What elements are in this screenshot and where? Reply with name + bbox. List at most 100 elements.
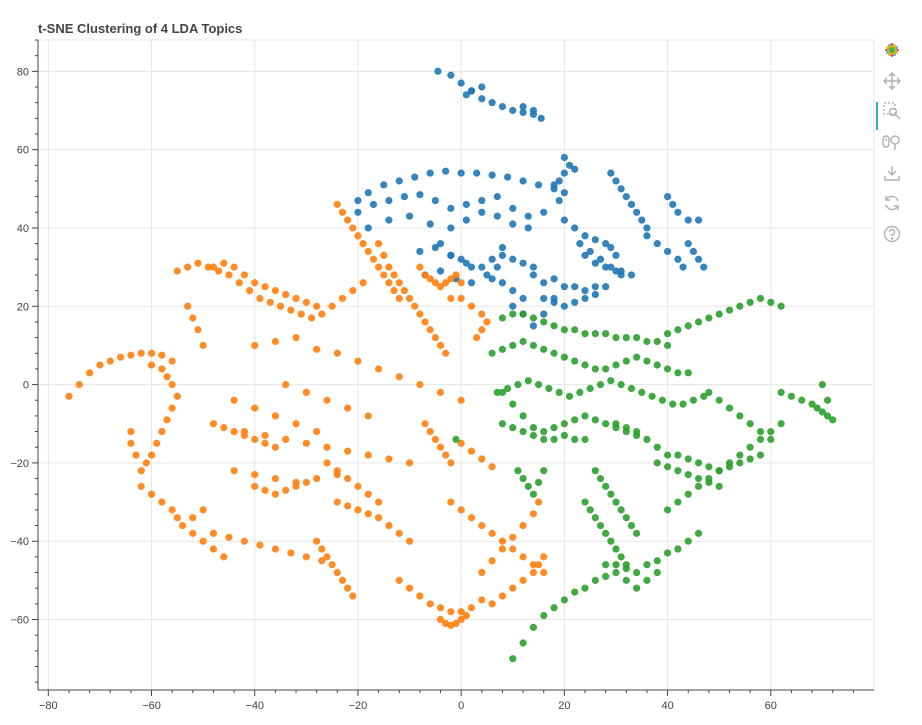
scatter-point [529,490,538,498]
scatter-point [488,255,496,263]
scatter-point [478,208,486,216]
scatter-point [127,351,135,359]
scatter-point [385,521,393,530]
scatter-point [416,263,424,271]
scatter-point [127,439,135,447]
scatter-point [581,330,589,338]
scatter-point [462,216,470,224]
scatter-point [333,349,341,357]
scatter-point [602,330,610,338]
scatter-point [282,380,290,389]
scatter-point [488,275,496,283]
scatter-point [565,392,574,400]
scatter-point [736,302,744,310]
scatter-point [653,568,661,577]
scatter-point [498,545,507,553]
scatter-point [756,294,765,303]
scatter-point [529,568,538,577]
scatter-point [395,279,403,287]
scatter-point [467,604,476,612]
scatter-point [318,545,326,553]
scatter-point [617,271,625,279]
scatter-point [426,427,434,436]
scatter-point [313,302,321,310]
scatter-point [509,287,517,295]
scatter-point [75,380,83,389]
scatter-point [106,357,114,365]
scatter-point [220,424,228,432]
scatter-point [132,451,140,459]
scatter-point [292,420,300,428]
scatter-point [426,169,434,177]
scatter-point [607,169,615,177]
scatter-point [457,79,465,87]
scatter-point [643,561,651,569]
scatter-point [627,384,636,393]
scatter-point [256,541,264,549]
scatter-point [787,392,796,400]
scatter-point [700,392,708,400]
scatter-point [586,506,594,514]
scatter-point [602,482,610,490]
scatter-point [328,561,336,569]
box-zoom-tool-icon[interactable] [880,99,904,123]
scatter-point [663,247,672,256]
scatter-point [354,208,362,216]
scatter-point [333,467,341,475]
scatter-point [756,451,765,459]
scatter-point [137,482,145,490]
scatter-point [617,380,625,389]
scatter-point [276,302,285,310]
scatter-point [633,427,641,436]
scatter-point [344,404,352,412]
active-tool-indicator [876,102,878,130]
scatter-point [560,189,568,197]
scatter-point [251,279,259,287]
scatter-point [823,396,832,404]
scatter-point [643,357,651,365]
x-tick-label: 40 [661,700,673,712]
scatter-point [813,404,821,412]
scatter-point [189,514,197,522]
scatter-point [344,502,352,510]
bokeh-logo-icon[interactable] [880,38,904,62]
scatter-point [694,318,703,326]
scatter-point [509,400,517,408]
scatter-point [230,263,238,271]
scatter-point [498,314,507,322]
topic-series [452,294,837,663]
scatter-point [251,341,259,350]
scatter-point [581,435,589,443]
scatter-point [199,341,207,350]
scatter-point [390,287,398,295]
scatter-point [405,294,414,303]
wheel-zoom-tool-icon[interactable] [880,130,904,154]
scatter-point [591,416,599,424]
scatter-point [478,455,486,463]
scatter-point [364,412,372,420]
scatter-point [488,463,496,471]
scatter-point [220,259,228,267]
scatter-point [627,271,636,279]
scatter-point [746,455,754,463]
scatter-point [509,310,517,318]
scatter-point [230,427,238,436]
scatter-point [560,420,568,428]
scatter-point [509,220,517,228]
scatter-point [669,400,677,408]
scatter-point [617,506,625,514]
scatter-point [333,200,341,209]
scatter-point [571,298,579,306]
help-tool-icon[interactable] [880,222,904,246]
scatter-point [313,474,321,483]
scatter-point [369,255,378,263]
scatter-point [715,482,723,490]
scatter-point [292,294,300,303]
reset-tool-icon[interactable] [880,191,904,215]
scatter-point [591,576,599,584]
scatter-point [663,330,672,338]
scatter-point [328,302,336,310]
save-tool-icon[interactable] [880,161,904,185]
pan-tool-icon[interactable] [880,69,904,93]
